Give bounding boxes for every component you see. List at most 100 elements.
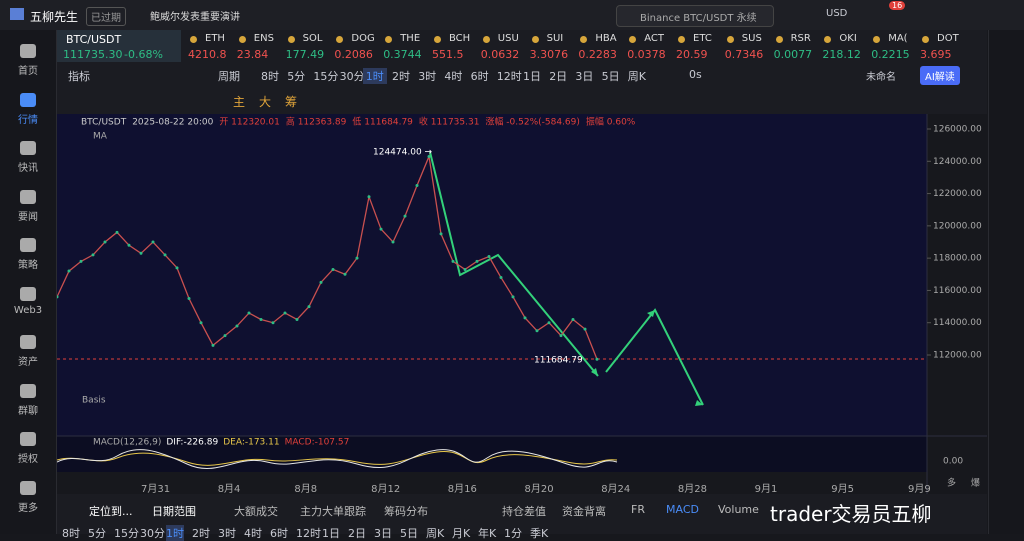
price-point — [475, 259, 479, 263]
seconds[interactable]: 0s — [689, 68, 702, 81]
interval[interactable]: 5分 — [287, 70, 306, 83]
currency[interactable]: USD — [826, 8, 848, 19]
side-label[interactable]: 授权 — [18, 454, 38, 465]
interval[interactable]: 周K — [627, 70, 647, 83]
period[interactable]: 周K — [426, 527, 445, 540]
y-tick-label: 122000.00 — [933, 189, 982, 199]
bottom-tab[interactable]: MACD — [666, 503, 699, 516]
ticker-symbol[interactable]: ACT — [644, 33, 664, 44]
info-amplitude: 振幅 0.60% — [586, 116, 636, 128]
side-label[interactable]: 快讯 — [18, 163, 38, 174]
side-label[interactable]: 行情 — [18, 114, 38, 126]
interval[interactable]: 3日 — [575, 70, 594, 83]
indicator[interactable]: 指标 — [68, 70, 90, 83]
side-label[interactable]: Web3 — [13, 304, 43, 316]
period[interactable]: 年K — [478, 527, 497, 540]
price-point — [283, 311, 287, 315]
news[interactable]: 鲍威尔发表重要演讲 — [150, 12, 240, 23]
period[interactable]: 周期 — [218, 70, 240, 83]
price-point — [79, 259, 83, 263]
ticker-symbol[interactable]: THE — [400, 33, 421, 44]
info-close: 收 111735.31 — [419, 116, 480, 128]
interval[interactable]: 6时 — [470, 70, 489, 83]
search-box[interactable] — [616, 5, 774, 27]
price-point — [319, 280, 323, 284]
interval[interactable]: 2时 — [392, 70, 410, 83]
ticker-dot — [482, 36, 490, 43]
period[interactable]: 4时 — [244, 527, 262, 540]
bottom-tab[interactable]: 资金背离 — [562, 505, 606, 518]
interval[interactable]: 4时 — [444, 70, 463, 83]
bottom-tab[interactable]: 日期范围 — [152, 505, 196, 518]
period[interactable]: 15分 — [114, 527, 139, 540]
price-point — [415, 184, 419, 187]
ai-button[interactable]: AI解读 — [920, 66, 960, 85]
interval[interactable]: 2日 — [549, 70, 568, 83]
interval[interactable]: 3时 — [418, 70, 437, 83]
ticker-symbol[interactable]: SUS — [741, 33, 762, 44]
ticker-symbol[interactable]: SUI — [546, 33, 564, 44]
tool[interactable]: 筹 — [285, 95, 298, 109]
ticker-symbol[interactable]: OKI — [839, 33, 857, 44]
interval[interactable]: 8时 — [261, 70, 279, 83]
bottom-tab[interactable]: 大额成交 — [234, 505, 278, 518]
period[interactable]: 6时 — [270, 527, 288, 540]
ticker-symbol[interactable]: RSR — [790, 33, 811, 44]
period[interactable]: 月K — [452, 527, 471, 540]
period[interactable]: 3日 — [374, 527, 392, 540]
price-point — [487, 255, 491, 259]
ticker-main[interactable] — [57, 30, 181, 62]
period[interactable]: 12时 — [296, 527, 321, 540]
bottom-tab[interactable]: 筹码分布 — [384, 505, 428, 518]
bottom-tab[interactable]: 定位到... — [89, 505, 133, 518]
period[interactable]: 1分 — [504, 527, 522, 540]
bottom-tab[interactable]: 主力大单跟踪 — [300, 505, 366, 518]
ticker-price: 0.2215 — [871, 48, 910, 61]
period[interactable]: 2时 — [192, 527, 210, 540]
side-label[interactable]: 更多 — [18, 502, 38, 514]
ticker-symbol[interactable]: DOT — [937, 33, 959, 44]
period[interactable]: 3时 — [218, 527, 236, 540]
side-label[interactable]: 群聊 — [18, 405, 38, 417]
period[interactable]: 1时 — [166, 525, 184, 541]
ticker-symbol[interactable]: HBA — [595, 33, 617, 44]
period[interactable]: 5分 — [88, 527, 106, 540]
bottom-tab[interactable]: FR — [631, 503, 645, 516]
ticker-symbol[interactable]: SOL — [302, 33, 323, 44]
side-label[interactable]: 首页 — [18, 66, 38, 77]
bottom-tab[interactable]: Volume — [718, 503, 759, 516]
period[interactable]: 2日 — [348, 527, 366, 540]
tool[interactable]: 主 — [233, 95, 246, 109]
ticker-symbol[interactable]: ETC — [693, 33, 712, 44]
interval[interactable]: 1日 — [523, 70, 541, 83]
period[interactable]: 8时 — [62, 527, 80, 540]
status[interactable]: 已过期 — [86, 7, 126, 26]
interval[interactable]: 5日 — [601, 70, 620, 83]
period[interactable]: 季K — [530, 527, 549, 540]
price-point — [247, 311, 251, 315]
tool[interactable]: 大 — [259, 95, 272, 109]
side-label[interactable]: 策略 — [18, 260, 38, 271]
ticker-symbol[interactable]: BCH — [449, 33, 471, 44]
interval[interactable]: 15分 — [313, 70, 339, 83]
interval[interactable]: 1时 — [362, 68, 387, 84]
period[interactable]: 30分 — [140, 527, 165, 540]
side-label[interactable]: 资产 — [18, 357, 38, 368]
price-point — [115, 230, 119, 234]
axis-mark: 爆 — [971, 477, 980, 489]
bottom-tab[interactable]: 持仓差值 — [502, 505, 546, 518]
ticker-symbol[interactable]: MA( — [888, 33, 908, 44]
ticker-symbol[interactable]: ETH — [205, 33, 225, 44]
side-icon — [20, 335, 36, 349]
layout-name[interactable]: 未命名 — [866, 72, 896, 83]
interval[interactable]: 30分 — [339, 70, 365, 83]
period[interactable]: 1日 — [322, 527, 340, 540]
macd-dea — [57, 451, 618, 466]
ticker-symbol[interactable]: ENS — [253, 33, 274, 44]
price-point — [523, 316, 527, 320]
period[interactable]: 5日 — [400, 527, 418, 540]
interval[interactable]: 12时 — [496, 70, 522, 83]
side-label[interactable]: 要闻 — [18, 211, 38, 223]
ticker-symbol[interactable]: DOG — [351, 33, 375, 44]
ticker-symbol[interactable]: USU — [497, 33, 519, 44]
